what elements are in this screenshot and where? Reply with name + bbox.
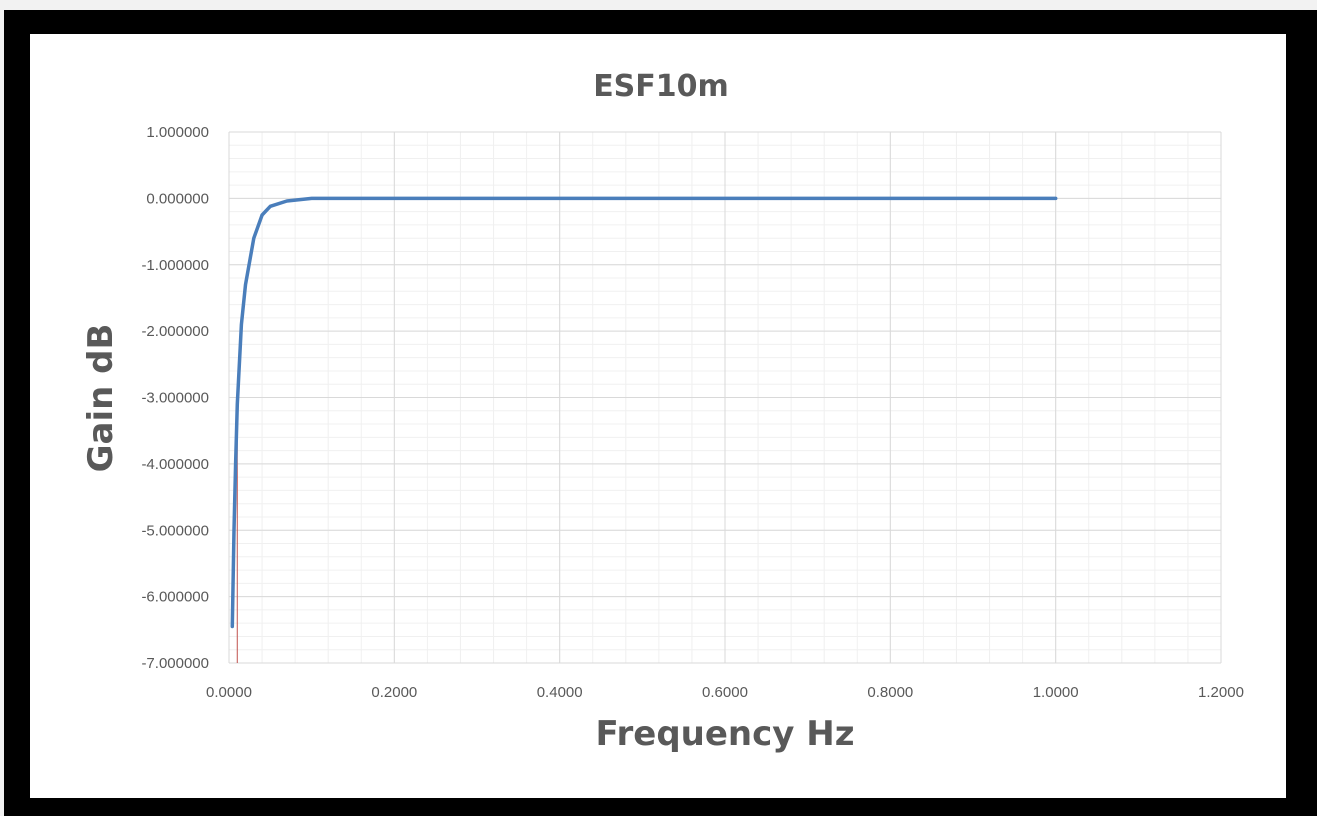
x-tick-label: 0.6000: [702, 684, 748, 701]
y-tick-label: -7.000000: [141, 655, 209, 672]
chart-panel: [30, 34, 1286, 798]
gridlines: [228, 131, 1222, 664]
x-tick-label: 1.0000: [1033, 684, 1079, 701]
tick-labels: 0.0000 0.2000 0.4000 0.6000 0.8000 1.0000 1.20…: [141, 124, 1244, 701]
y-axis-title: Gain dB: [81, 324, 121, 473]
series-line: [230, 196, 1058, 629]
y-tick-label: 0.000000: [146, 190, 209, 207]
y-tick-label: -4.000000: [141, 456, 209, 473]
x-tick-label: 0.4000: [537, 684, 583, 701]
x-tick-label: 0.8000: [867, 684, 913, 701]
x-tick-label: 1.2000: [1198, 684, 1244, 701]
y-tick-label: -6.000000: [141, 589, 209, 606]
y-tick-label: -3.000000: [141, 390, 209, 407]
x-tick-label: 0.0000: [206, 684, 252, 701]
x-axis-title: Frequency Hz: [595, 714, 854, 754]
data-marks: [230, 196, 1058, 663]
chart-title: ESF10m: [593, 69, 729, 104]
y-tick-label: -2.000000: [141, 323, 209, 340]
x-tick-label: 0.2000: [371, 684, 417, 701]
y-tick-label: 1.000000: [146, 124, 209, 141]
y-tick-label: -1.000000: [141, 257, 209, 274]
y-tick-label: -5.000000: [141, 522, 209, 539]
